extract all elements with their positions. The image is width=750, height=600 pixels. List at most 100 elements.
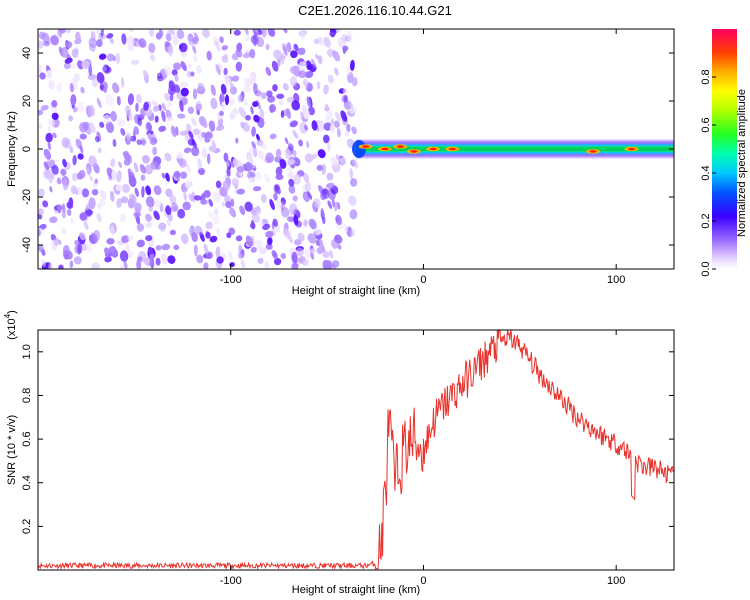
noise-blob <box>61 137 70 148</box>
noise-blob <box>121 183 131 193</box>
noise-blob <box>334 67 339 76</box>
noise-blob <box>221 201 226 208</box>
noise-blob <box>77 153 84 160</box>
noise-blob <box>302 258 309 267</box>
noise-blob <box>272 218 278 227</box>
noise-blob <box>342 88 348 94</box>
noise-blob <box>221 45 229 51</box>
noise-blob <box>98 53 107 60</box>
noise-blob <box>229 82 235 90</box>
noise-blob <box>106 53 115 62</box>
noise-blob <box>56 82 63 93</box>
noise-blob <box>164 152 172 162</box>
noise-blob <box>253 39 257 47</box>
noise-blob <box>96 97 102 108</box>
noise-blob <box>271 60 279 72</box>
noise-blob <box>115 52 121 65</box>
noise-blob <box>225 160 230 167</box>
noise-blob <box>307 191 313 200</box>
noise-blob <box>264 261 270 269</box>
noise-blob <box>180 171 188 179</box>
top-y-axis-label: Frequency (Hz) <box>6 111 18 187</box>
noise-blob <box>136 259 142 269</box>
noise-blob <box>225 201 232 209</box>
noise-blob <box>308 218 317 230</box>
noise-blob <box>84 209 93 216</box>
noise-blob <box>152 105 160 112</box>
noise-blob <box>210 84 216 96</box>
colorbar-ticks: 0.0 0.2 0.4 0.6 0.8 <box>700 69 716 277</box>
noise-blob <box>127 93 135 106</box>
noise-blob <box>99 121 105 128</box>
noise-blob <box>127 235 134 242</box>
noise-blob <box>254 239 263 250</box>
noise-blob <box>215 64 221 76</box>
noise-blob <box>164 41 170 47</box>
noise-blob <box>201 147 208 159</box>
noise-blob <box>38 208 44 215</box>
noise-blob <box>247 154 252 164</box>
noise-blob <box>294 238 302 246</box>
noise-blob <box>237 94 243 103</box>
noise-blob <box>223 67 228 76</box>
noise-blob <box>250 106 254 115</box>
noise-blob <box>244 29 249 36</box>
noise-blob <box>228 227 236 235</box>
noise-blob <box>273 49 283 60</box>
noise-blob <box>303 109 310 120</box>
noise-blob <box>165 205 172 216</box>
noise-blob <box>215 180 222 189</box>
noise-blob <box>64 57 73 64</box>
noise-blob <box>129 193 135 200</box>
noise-blob <box>164 65 172 77</box>
noise-blob <box>330 156 338 167</box>
noise-blob <box>307 106 316 116</box>
noise-blob <box>88 197 96 210</box>
noise-blob <box>240 121 245 128</box>
noise-blob <box>245 235 253 247</box>
noise-blob <box>143 257 150 266</box>
noise-blob <box>116 170 122 183</box>
top-x-ticks: -100 0 100 <box>220 29 625 286</box>
noise-blob <box>61 49 68 59</box>
noise-blob <box>336 127 341 138</box>
noise-blob <box>176 152 184 159</box>
noise-blob <box>310 153 318 160</box>
noise-blob <box>287 216 295 223</box>
noise-blob <box>99 84 104 91</box>
noise-blob <box>166 219 171 227</box>
noise-blob <box>174 74 179 82</box>
spectrogram-panel: -100 0 100 -40 -20 0 20 40 Height of straight … <box>6 28 675 297</box>
noise-blob <box>343 223 348 233</box>
noise-blob <box>327 74 334 84</box>
noise-blob <box>317 149 326 159</box>
noise-blob <box>179 130 188 136</box>
noise-blob <box>69 63 77 70</box>
noise-blob <box>331 238 339 249</box>
noise-blob <box>77 101 84 113</box>
noise-blob <box>106 33 114 39</box>
noise-blob <box>229 98 235 105</box>
noise-blob <box>88 37 98 48</box>
noise-blob <box>318 120 325 132</box>
noise-blob <box>172 34 179 46</box>
noise-blob <box>242 52 251 59</box>
spectral-peak <box>362 145 370 148</box>
noise-blob <box>323 122 332 131</box>
noise-blob <box>311 120 318 131</box>
noise-blob <box>292 195 298 202</box>
noise-blob <box>327 140 331 152</box>
noise-blob <box>256 139 264 147</box>
noise-blob <box>120 213 126 223</box>
noise-blob <box>334 111 341 122</box>
noise-blob <box>126 35 135 47</box>
noise-blob <box>134 187 139 197</box>
noise-blob <box>206 50 212 61</box>
noise-blob <box>50 35 59 46</box>
noise-blob <box>180 61 187 72</box>
noise-blob <box>101 66 108 72</box>
noise-blob <box>165 33 172 42</box>
noise-blob <box>149 52 156 63</box>
noise-blob <box>47 126 52 133</box>
noise-blob <box>65 29 72 34</box>
